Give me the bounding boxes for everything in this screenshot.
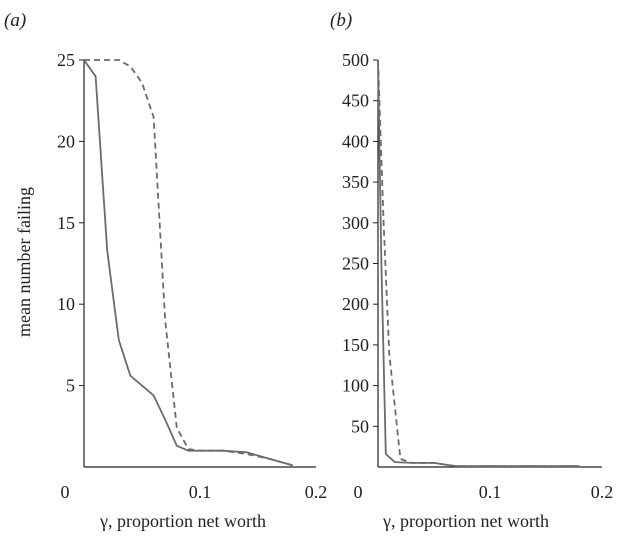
panel-b-x-tick-label: 0.2: [591, 482, 614, 502]
panel-a-x-ticks: 0.1 0.2: [189, 482, 328, 502]
panel-b-axes: [377, 60, 602, 468]
panel-a-x-tick-label: 0.1: [189, 482, 212, 502]
panel-a-x-tick-label: 0.2: [305, 482, 328, 502]
panel-b-y-ticks: 50 100 150 200 250 300 350 400 450 500: [342, 50, 378, 436]
panel-a-series-dashed-line: [84, 59, 294, 467]
panel-b-y-tick-label: 500: [342, 50, 369, 70]
panel-a-y-tick-label: 5: [66, 376, 75, 396]
panel-a-y-tick-label: 25: [57, 50, 75, 70]
panel-b: (b) γ, proportion net worth 0 50 100 150 20…: [330, 10, 613, 531]
panel-b-y-tick-label: 100: [342, 376, 369, 396]
panel-a-y-ticks: 5 10 15 20 25: [57, 50, 84, 396]
panel-a-axes: [83, 60, 316, 468]
panel-b-y-tick-label: 150: [342, 335, 369, 355]
panel-b-y-tick-label: 450: [342, 91, 369, 111]
panel-b-y-tick-label: 250: [342, 254, 369, 274]
panel-a-xlabel: γ, proportion net worth: [99, 511, 266, 531]
panel-b-y-tick-label: 350: [342, 172, 369, 192]
panel-a-series: [83, 59, 294, 467]
panel-b-x-tick-label: 0.1: [479, 482, 502, 502]
panel-b-x-origin-label: 0: [354, 482, 363, 502]
panel-a-y-tick-label: 15: [57, 213, 75, 233]
panel-a-x-origin-label: 0: [61, 482, 70, 502]
panel-a: (a) mean number failing γ, proportion ne…: [4, 10, 327, 531]
panel-a-series-solid-line: [83, 59, 294, 467]
panel-a-label: (a): [4, 10, 26, 31]
panel-b-series: [377, 59, 580, 468]
panel-b-y-tick-label: 400: [342, 131, 369, 151]
panel-b-y-tick-label: 300: [342, 213, 369, 233]
panel-a-y-tick-label: 20: [57, 131, 75, 151]
panel-a-ylabel: mean number failing: [14, 187, 34, 337]
panel-a-y-tick-label: 10: [57, 294, 75, 314]
panel-b-xlabel: γ, proportion net worth: [382, 511, 549, 531]
panel-b-series-solid-line: [377, 59, 580, 468]
panel-b-x-ticks: 0.1 0.2: [479, 482, 614, 502]
panel-b-y-tick-label: 200: [342, 294, 369, 314]
panel-b-label: (b): [330, 10, 352, 31]
panel-b-y-tick-label: 50: [351, 416, 369, 436]
panel-b-series-dashed-line: [377, 59, 580, 468]
